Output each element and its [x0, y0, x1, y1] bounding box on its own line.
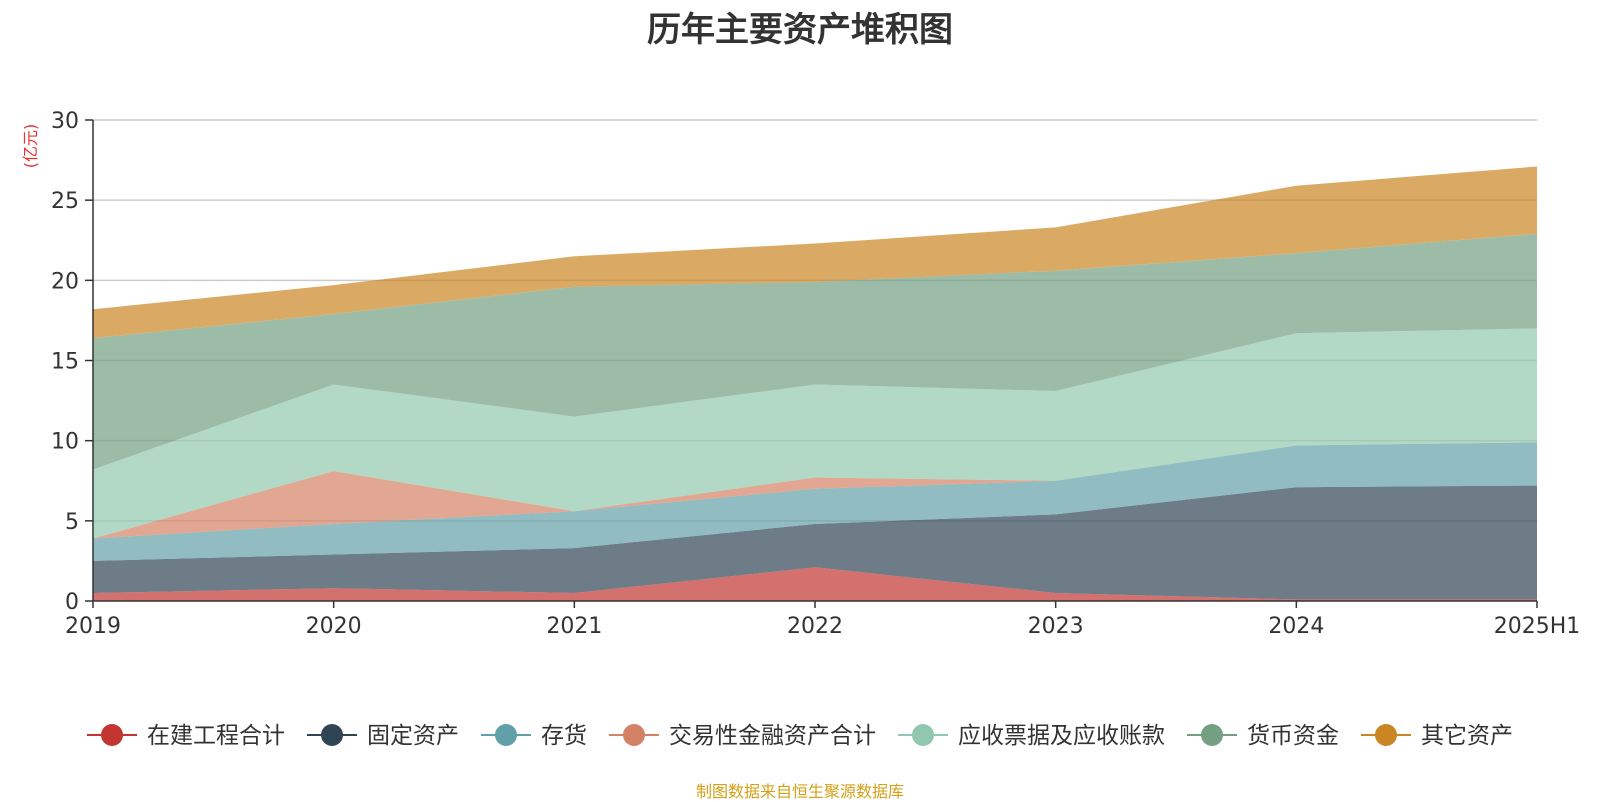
area-series-0[interactable] [93, 567, 1537, 601]
area-series-6[interactable] [93, 166, 1537, 339]
chart-title: 历年主要资产堆积图 [647, 10, 953, 50]
legend-dot-icon [1201, 724, 1223, 746]
legend-label: 在建工程合计 [147, 723, 285, 749]
legend-dot-icon [495, 724, 517, 746]
legend-label: 应收票据及应收账款 [958, 723, 1165, 749]
legend[interactable]: 在建工程合计 固定资产 存货 交易性金融资产合计 应收票据及应收账款 货币资金 其它资产 [87, 723, 1513, 749]
y-axis-unit-label: (亿元) [21, 124, 40, 169]
legend-dot-icon [321, 724, 343, 746]
y-tick-label: 5 [65, 510, 79, 535]
y-tick-label: 0 [65, 590, 79, 615]
legend-dot-icon [623, 724, 645, 746]
legend-dot-icon [912, 724, 934, 746]
area-series-5[interactable] [93, 233, 1537, 470]
legend-label: 固定资产 [367, 723, 459, 749]
legend-item-0[interactable]: 在建工程合计 [87, 723, 285, 749]
x-tick-label: 2024 [1268, 614, 1324, 639]
legend-item-4[interactable]: 应收票据及应收账款 [898, 723, 1165, 749]
legend-label: 其它资产 [1421, 723, 1513, 749]
legend-dot-icon [101, 724, 123, 746]
legend-label: 货币资金 [1247, 723, 1339, 749]
area-series-2[interactable] [93, 442, 1537, 561]
legend-item-3[interactable]: 交易性金融资产合计 [609, 723, 876, 749]
x-tick-label: 2025H1 [1494, 614, 1581, 639]
x-tick-label: 2022 [787, 614, 843, 639]
y-tick-label: 20 [51, 269, 79, 294]
y-tick-label: 10 [51, 430, 79, 455]
area-series-3[interactable] [93, 442, 1537, 539]
legend-label: 交易性金融资产合计 [669, 723, 876, 749]
area-series-1[interactable] [93, 485, 1537, 600]
y-tick-label: 15 [51, 350, 79, 375]
area-series-layer [93, 166, 1537, 601]
legend-item-5[interactable]: 货币资金 [1187, 723, 1339, 749]
legend-item-2[interactable]: 存货 [481, 723, 587, 749]
legend-item-6[interactable]: 其它资产 [1361, 723, 1513, 749]
legend-item-1[interactable]: 固定资产 [307, 723, 459, 749]
legend-dot-icon [1375, 724, 1397, 746]
source-note: 制图数据来自恒生聚源数据库 [695, 782, 904, 801]
x-tick-label: 2020 [306, 614, 362, 639]
x-tick-label: 2023 [1028, 614, 1084, 639]
area-series-4[interactable] [93, 328, 1537, 539]
y-tick-label: 25 [51, 189, 79, 214]
x-tick-label: 2021 [546, 614, 602, 639]
x-tick-label: 2019 [65, 614, 121, 639]
y-tick-label: 30 [51, 109, 79, 134]
legend-label: 存货 [541, 723, 587, 749]
axes: 0 5 10 15 20 25 30 2019 2020 2021 2022 2023 2024 2025… [51, 109, 1580, 639]
